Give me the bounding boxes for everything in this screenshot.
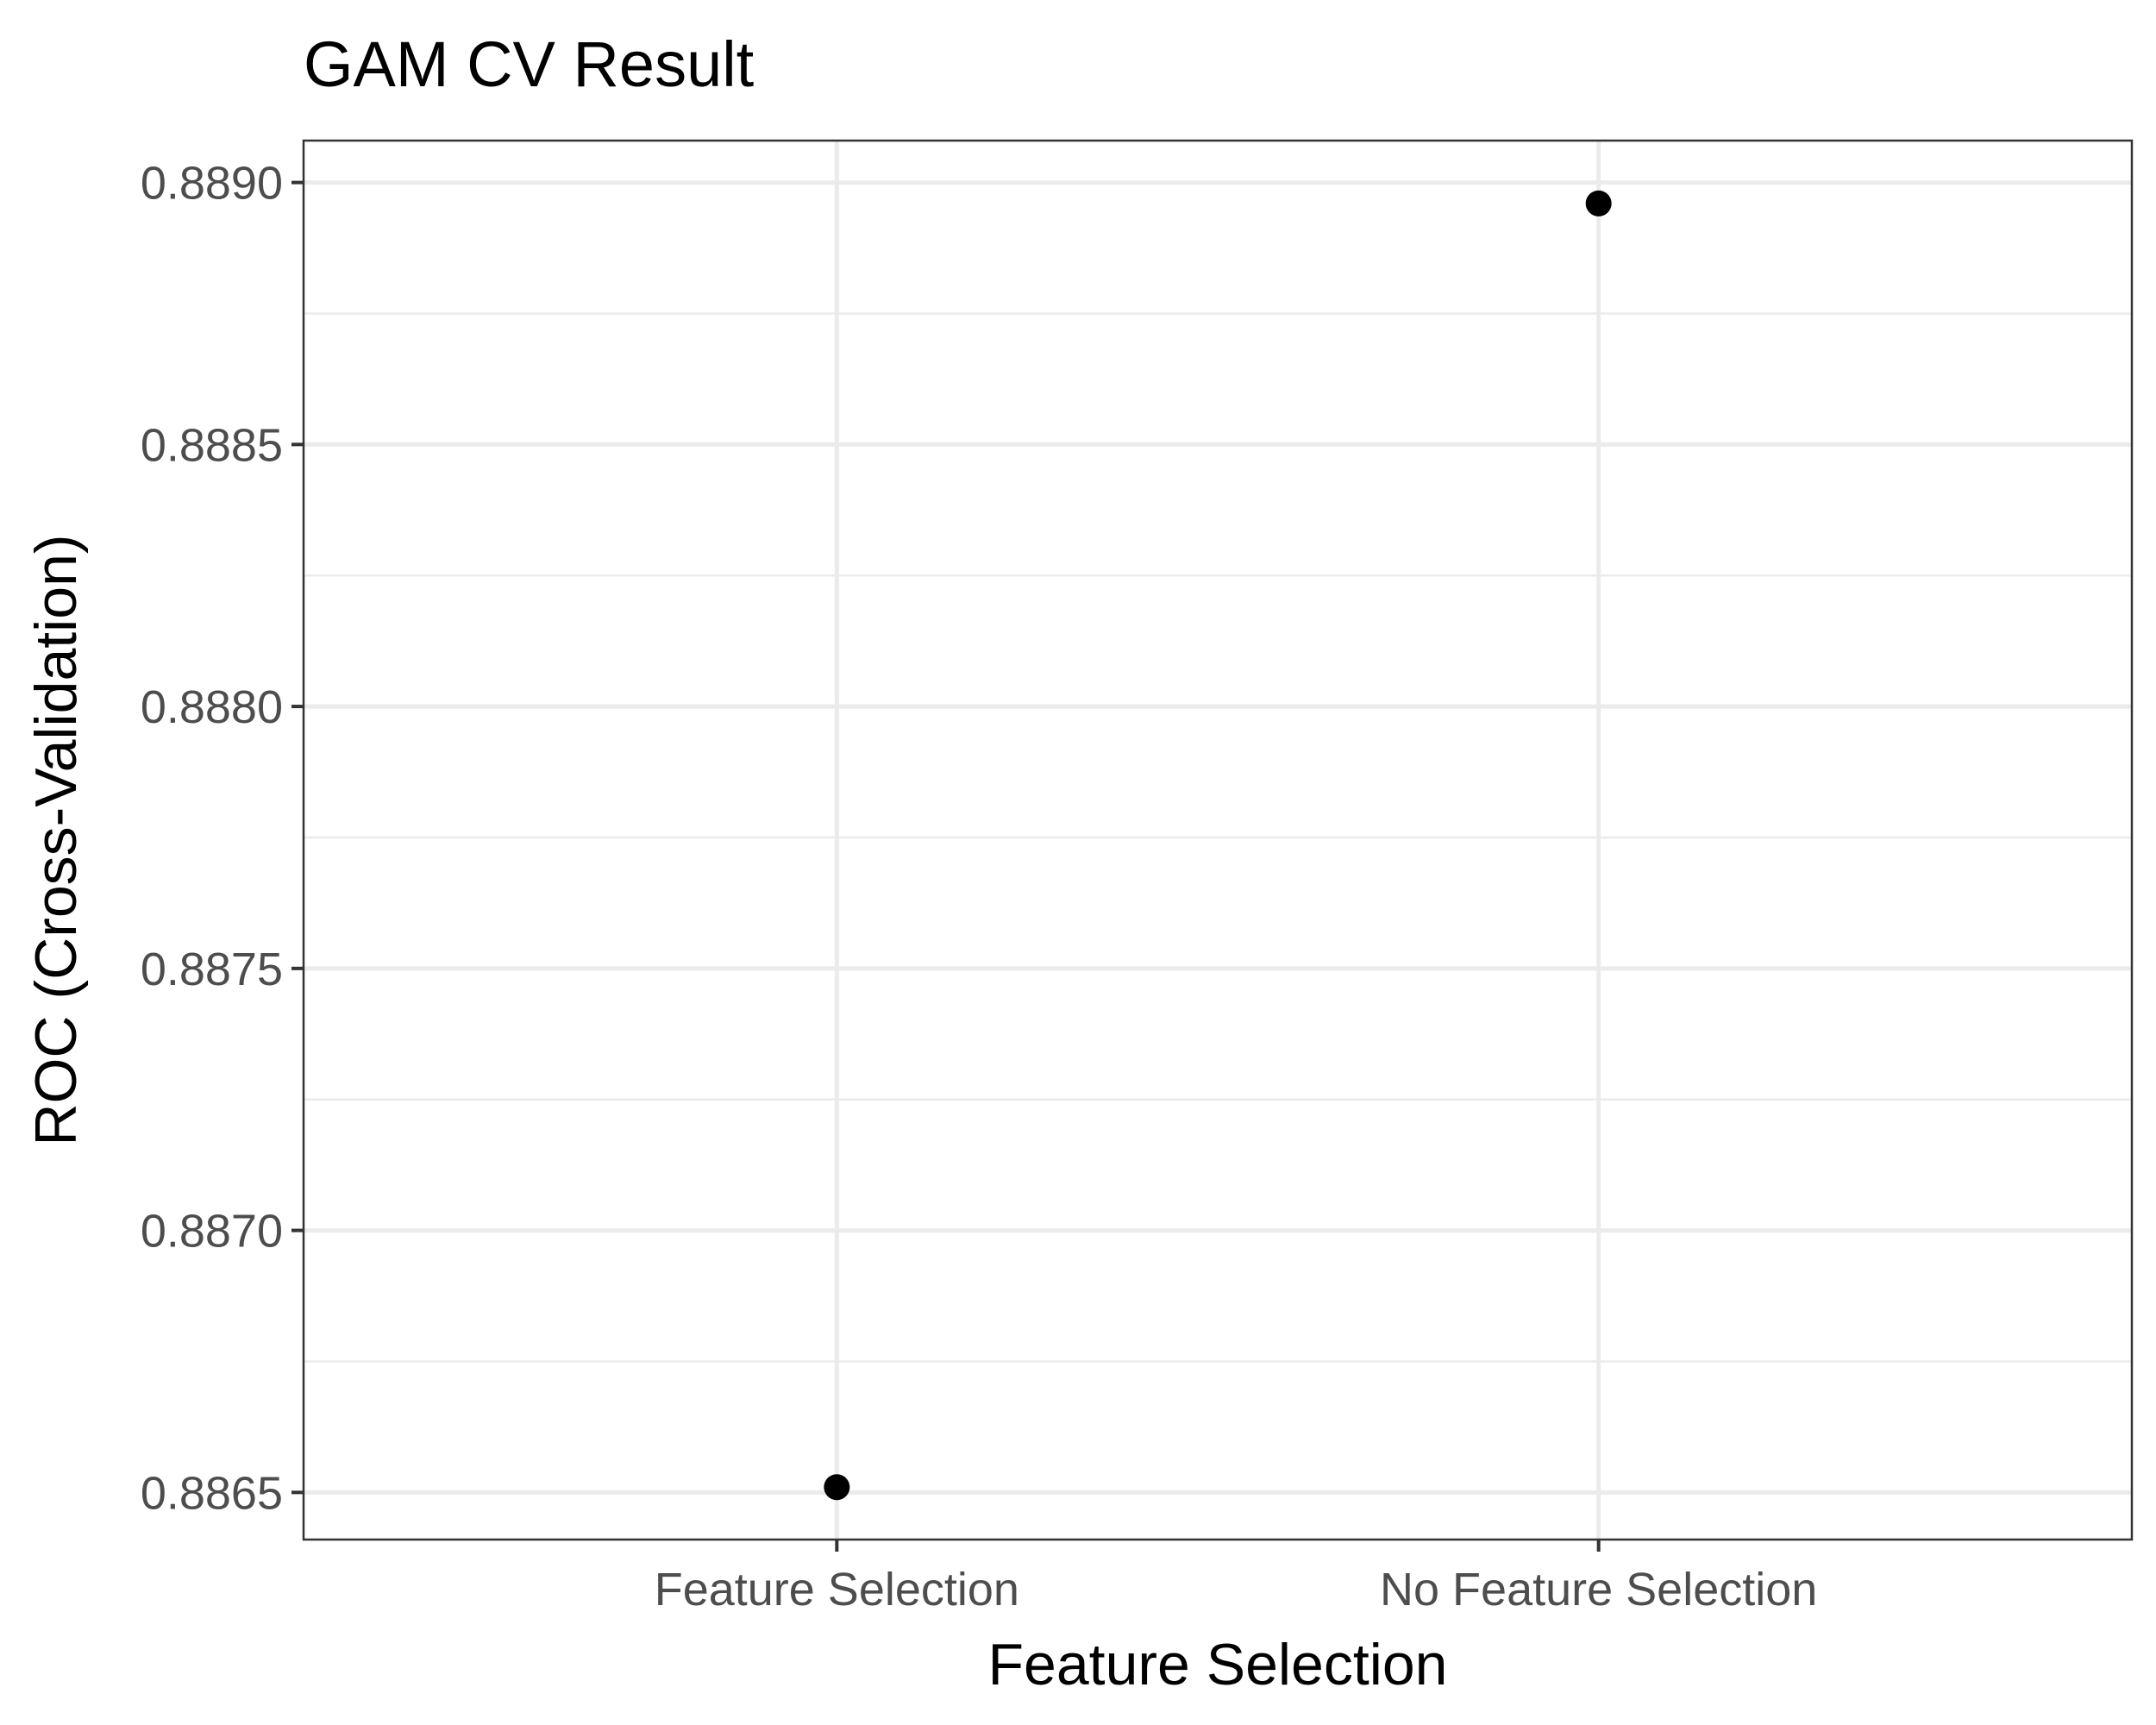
y-tick-label: 0.8880 [141,681,283,733]
x-tick-label: Feature Selection [655,1564,1019,1615]
y-tick-label: 0.8890 [141,158,283,210]
plot-panel [302,139,2134,1541]
chart-title: GAM CV Result [304,28,755,100]
x-axis: Feature Selection No Feature Selection [655,1540,1817,1615]
x-tick-label: No Feature Selection [1380,1564,1817,1615]
y-tick-label: 0.8885 [141,419,283,471]
y-axis: 0.8865 0.8870 0.8875 0.8880 0.8885 0.8890 [141,158,304,1519]
y-axis-title: ROC (Cross-Validation) [23,534,89,1145]
grid [304,141,2132,1540]
x-axis-title: Feature Selection [988,1632,1448,1697]
y-tick-label: 0.8870 [141,1206,283,1258]
y-tick-label: 0.8865 [141,1467,283,1519]
data-points [824,190,1612,1501]
data-point [824,1474,850,1501]
y-tick-label: 0.8875 [141,944,283,995]
data-point [1585,190,1612,216]
